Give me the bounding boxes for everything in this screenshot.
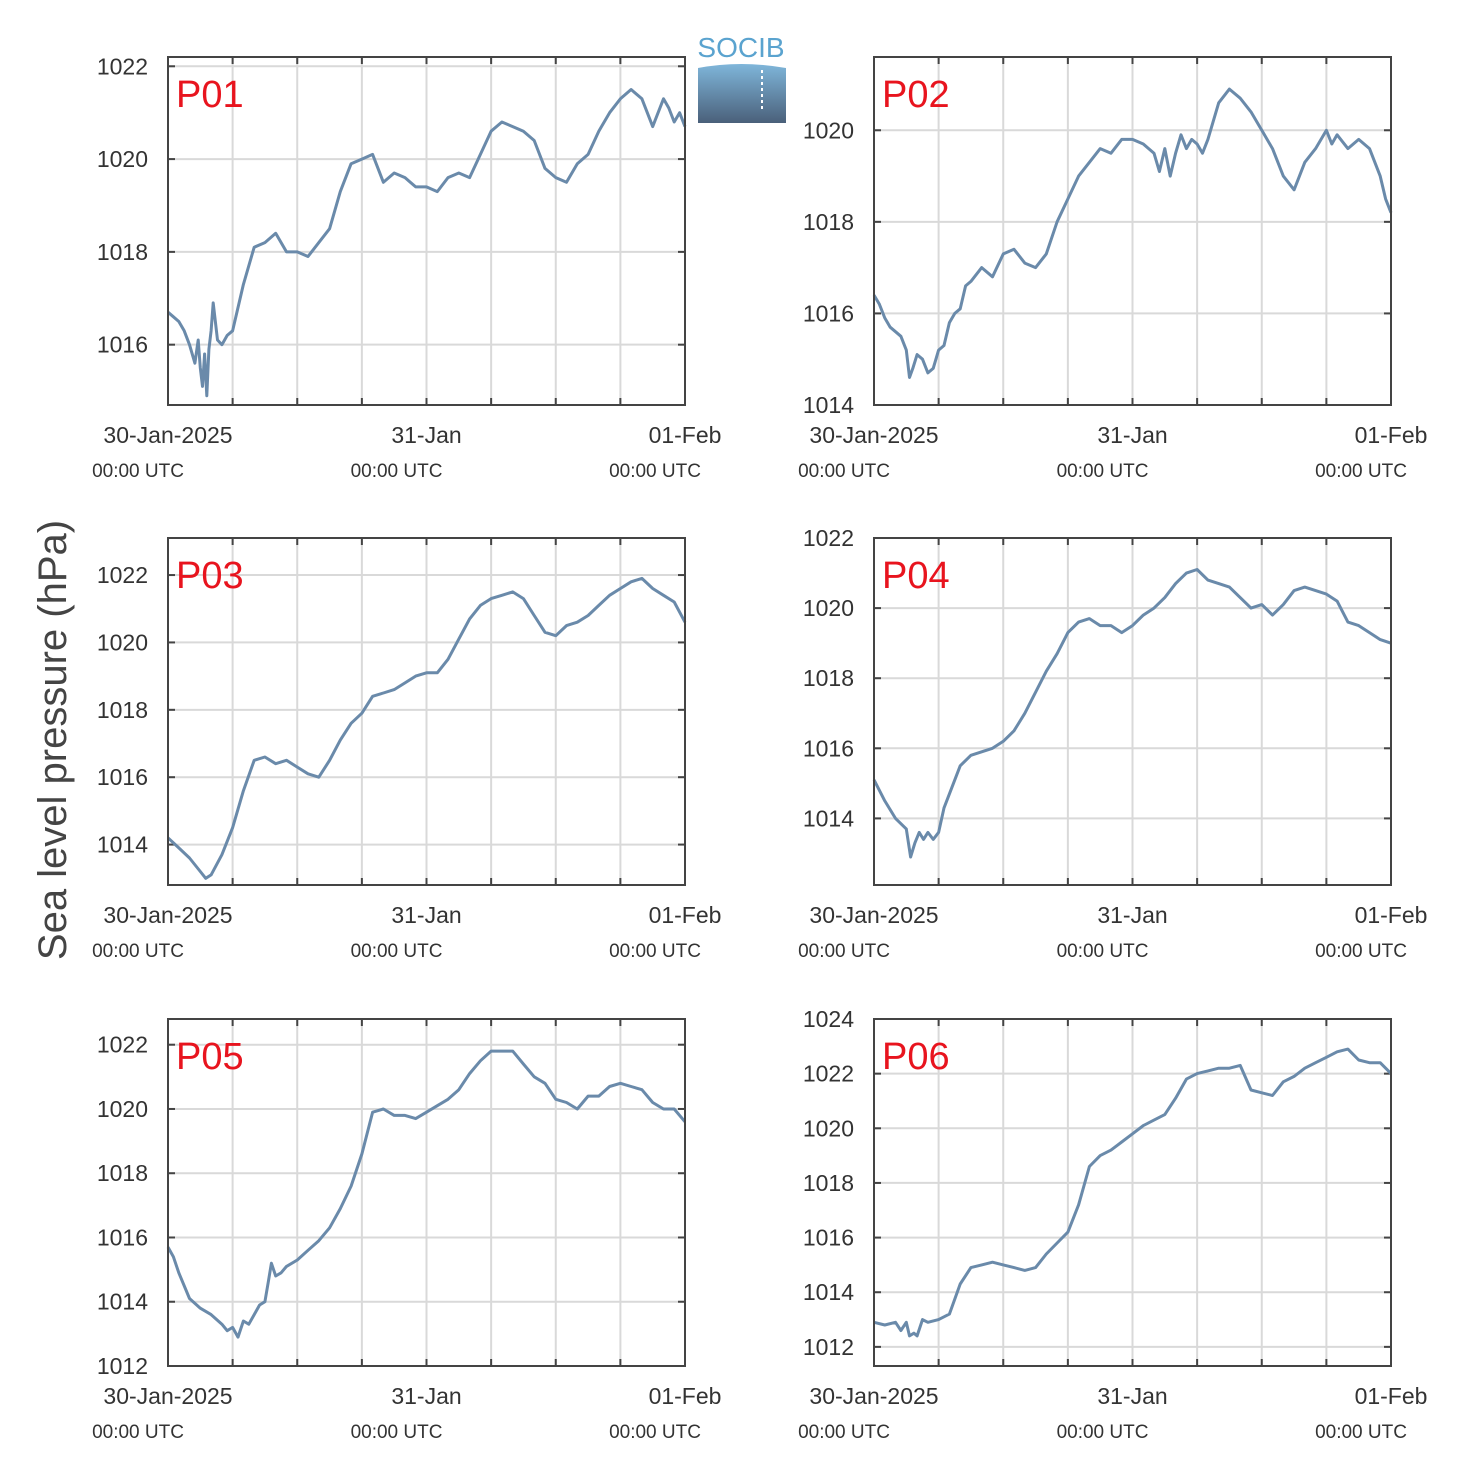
y-tick-label: 1014 bbox=[97, 1289, 148, 1315]
y-tick-label: 1014 bbox=[803, 392, 854, 418]
panel-label: P03 bbox=[176, 555, 244, 597]
panel-p06: 1012 1014 1016 1018 1020 1022 1024 30-Jan-2025 0… bbox=[798, 1006, 1427, 1443]
y-tick-label: 1020 bbox=[97, 629, 148, 655]
plot-frame bbox=[873, 1018, 1392, 1367]
y-tick-label: 1018 bbox=[803, 209, 854, 235]
x-tick-sublabel: 00:00 UTC bbox=[798, 941, 890, 962]
y-tick-label: 1016 bbox=[97, 764, 148, 790]
y-tick-label: 1020 bbox=[97, 146, 148, 172]
x-tick-sublabel: 00:00 UTC bbox=[92, 1422, 184, 1443]
x-tick-sublabel: 00:00 UTC bbox=[798, 461, 890, 482]
y-tick-label: 1022 bbox=[97, 562, 148, 588]
x-tick-label: 30-Jan-2025 bbox=[809, 902, 938, 928]
series-line-p06 bbox=[873, 1047, 1393, 1338]
x-tick-label: 30-Jan-2025 bbox=[809, 422, 938, 448]
panel-p04: 1014 1016 1018 1020 1022 30-Jan-2025 00:00 UTC… bbox=[798, 525, 1427, 962]
y-tick-label: 1016 bbox=[803, 1225, 854, 1251]
x-tick-label: 31-Jan bbox=[1097, 902, 1167, 928]
x-tick-label: 31-Jan bbox=[1097, 1383, 1167, 1409]
y-tick-label: 1016 bbox=[97, 1224, 148, 1250]
y-tick-label: 1020 bbox=[803, 117, 854, 143]
y-tick-label: 1014 bbox=[803, 805, 854, 831]
x-tick-label: 31-Jan bbox=[391, 902, 461, 928]
y-tick-label: 1016 bbox=[803, 735, 854, 761]
x-tick-sublabel: 00:00 UTC bbox=[1315, 461, 1407, 482]
y-tick-label: 1022 bbox=[97, 53, 148, 79]
x-tick-label: 31-Jan bbox=[391, 422, 461, 448]
logo-text: SOCIB bbox=[697, 32, 784, 63]
plot-frame bbox=[167, 56, 686, 406]
x-tick-sublabel: 00:00 UTC bbox=[1315, 941, 1407, 962]
x-tick-label: 01-Feb bbox=[1355, 902, 1428, 928]
x-tick-label: 31-Jan bbox=[391, 1383, 461, 1409]
x-tick-sublabel: 00:00 UTC bbox=[351, 941, 443, 962]
y-tick-label: 1018 bbox=[97, 239, 148, 265]
x-tick-label: 01-Feb bbox=[1355, 422, 1428, 448]
x-tick-label: 30-Jan-2025 bbox=[103, 902, 232, 928]
y-tick-label: 1024 bbox=[803, 1006, 854, 1032]
panel-p01: 1016 1018 1020 1022 30-Jan-2025 00:00 UTC 31-J… bbox=[92, 53, 721, 482]
y-tick-label: 1018 bbox=[803, 665, 854, 691]
y-tick-label: 1020 bbox=[803, 595, 854, 621]
x-tick-sublabel: 00:00 UTC bbox=[609, 461, 701, 482]
socib-logo: SOCIB bbox=[697, 32, 786, 123]
panel-p05: 1012 1014 1016 1018 1020 1022 30-Jan-2025 00:00… bbox=[92, 1018, 722, 1443]
y-tick-label: 1018 bbox=[97, 697, 148, 723]
x-tick-sublabel: 00:00 UTC bbox=[609, 1422, 701, 1443]
y-tick-label: 1022 bbox=[803, 525, 854, 551]
x-tick-label: 30-Jan-2025 bbox=[809, 1383, 938, 1409]
series-line-p01 bbox=[167, 88, 687, 398]
panel-p03: 1014 1016 1018 1020 1022 30-Jan-2025 00:00 UTC… bbox=[92, 537, 722, 962]
panel-label: P04 bbox=[882, 555, 950, 597]
x-tick-sublabel: 00:00 UTC bbox=[1057, 461, 1149, 482]
y-tick-label: 1014 bbox=[803, 1279, 854, 1305]
panel-label: P01 bbox=[176, 74, 244, 116]
series-line-p02 bbox=[872, 87, 1393, 379]
x-tick-sublabel: 00:00 UTC bbox=[351, 461, 443, 482]
x-tick-sublabel: 00:00 UTC bbox=[1057, 941, 1149, 962]
y-tick-label: 1012 bbox=[97, 1353, 148, 1379]
series-line-p05 bbox=[166, 1049, 687, 1339]
x-tick-label: 01-Feb bbox=[649, 1383, 722, 1409]
y-tick-label: 1014 bbox=[97, 832, 148, 858]
x-tick-label: 01-Feb bbox=[649, 422, 722, 448]
plot-frame bbox=[873, 537, 1392, 886]
panel-label: P02 bbox=[882, 74, 950, 116]
x-tick-sublabel: 00:00 UTC bbox=[609, 941, 701, 962]
x-tick-sublabel: 00:00 UTC bbox=[92, 941, 184, 962]
x-tick-sublabel: 00:00 UTC bbox=[1057, 1422, 1149, 1443]
y-tick-label: 1012 bbox=[803, 1334, 854, 1360]
x-tick-sublabel: 00:00 UTC bbox=[798, 1422, 890, 1443]
x-tick-label: 30-Jan-2025 bbox=[103, 422, 232, 448]
series-line-p03 bbox=[166, 576, 687, 880]
series-line-p04 bbox=[872, 568, 1392, 859]
plot-frame bbox=[167, 537, 686, 886]
panel-p02: 1014 1016 1018 1020 30-Jan-2025 00:00 UTC 31-J… bbox=[798, 56, 1428, 482]
y-axis-label: Sea level pressure (hPa) bbox=[31, 520, 75, 960]
panel-label: P06 bbox=[882, 1036, 950, 1078]
y-tick-label: 1018 bbox=[803, 1170, 854, 1196]
x-tick-sublabel: 00:00 UTC bbox=[351, 1422, 443, 1443]
x-tick-label: 01-Feb bbox=[649, 902, 722, 928]
y-tick-label: 1020 bbox=[97, 1096, 148, 1122]
x-tick-label: 30-Jan-2025 bbox=[103, 1383, 232, 1409]
plot-frame bbox=[167, 1018, 686, 1367]
x-tick-sublabel: 00:00 UTC bbox=[92, 461, 184, 482]
x-tick-label: 01-Feb bbox=[1355, 1383, 1428, 1409]
y-tick-label: 1022 bbox=[97, 1032, 148, 1058]
chart-panels: 1016 1018 1020 1022 30-Jan-2025 00:00 UTC 31-J… bbox=[92, 53, 1427, 1443]
plot-frame bbox=[873, 56, 1392, 406]
panel-label: P05 bbox=[176, 1036, 244, 1078]
y-tick-label: 1020 bbox=[803, 1115, 854, 1141]
x-tick-sublabel: 00:00 UTC bbox=[1315, 1422, 1407, 1443]
y-tick-label: 1016 bbox=[803, 300, 854, 326]
y-tick-label: 1022 bbox=[803, 1061, 854, 1087]
y-tick-label: 1016 bbox=[97, 332, 148, 358]
y-tick-label: 1018 bbox=[97, 1160, 148, 1186]
x-tick-label: 31-Jan bbox=[1097, 422, 1167, 448]
